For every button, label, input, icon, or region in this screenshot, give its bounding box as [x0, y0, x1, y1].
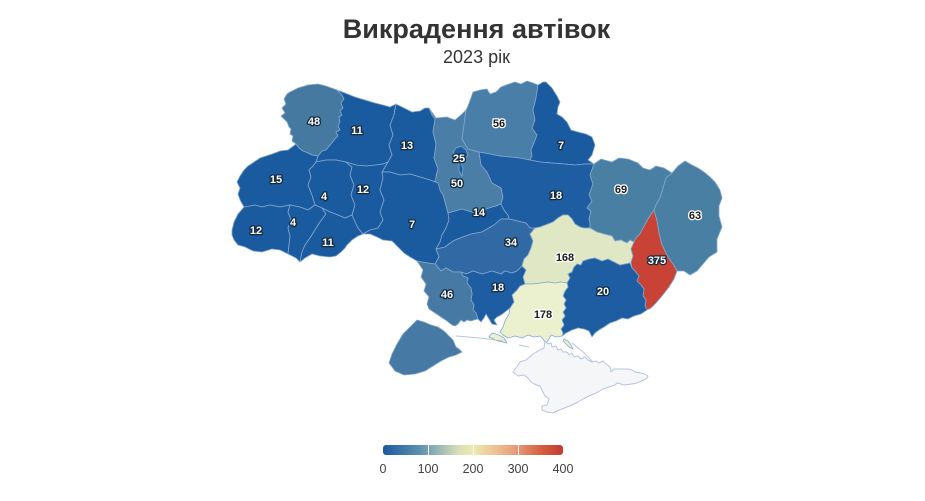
- svg-text:14: 14: [473, 207, 486, 219]
- svg-text:48: 48: [308, 116, 320, 128]
- svg-text:56: 56: [493, 118, 505, 130]
- svg-text:4: 4: [321, 191, 328, 203]
- svg-text:18: 18: [550, 190, 562, 202]
- svg-text:34: 34: [505, 237, 518, 249]
- svg-text:25: 25: [453, 153, 465, 165]
- svg-text:12: 12: [357, 184, 369, 196]
- svg-text:375: 375: [648, 255, 666, 267]
- svg-text:11: 11: [322, 237, 334, 249]
- svg-text:7: 7: [558, 140, 564, 152]
- svg-text:69: 69: [615, 184, 627, 196]
- svg-text:11: 11: [351, 125, 363, 137]
- svg-text:20: 20: [597, 286, 609, 298]
- svg-text:46: 46: [441, 289, 453, 301]
- svg-text:178: 178: [534, 309, 552, 321]
- svg-text:15: 15: [270, 174, 282, 186]
- svg-text:7: 7: [409, 219, 415, 231]
- svg-text:18: 18: [492, 282, 504, 294]
- svg-text:4: 4: [290, 217, 297, 229]
- svg-text:168: 168: [556, 252, 574, 264]
- svg-text:63: 63: [689, 210, 701, 222]
- svg-text:13: 13: [401, 140, 413, 152]
- svg-text:50: 50: [451, 178, 463, 190]
- svg-text:12: 12: [250, 225, 262, 237]
